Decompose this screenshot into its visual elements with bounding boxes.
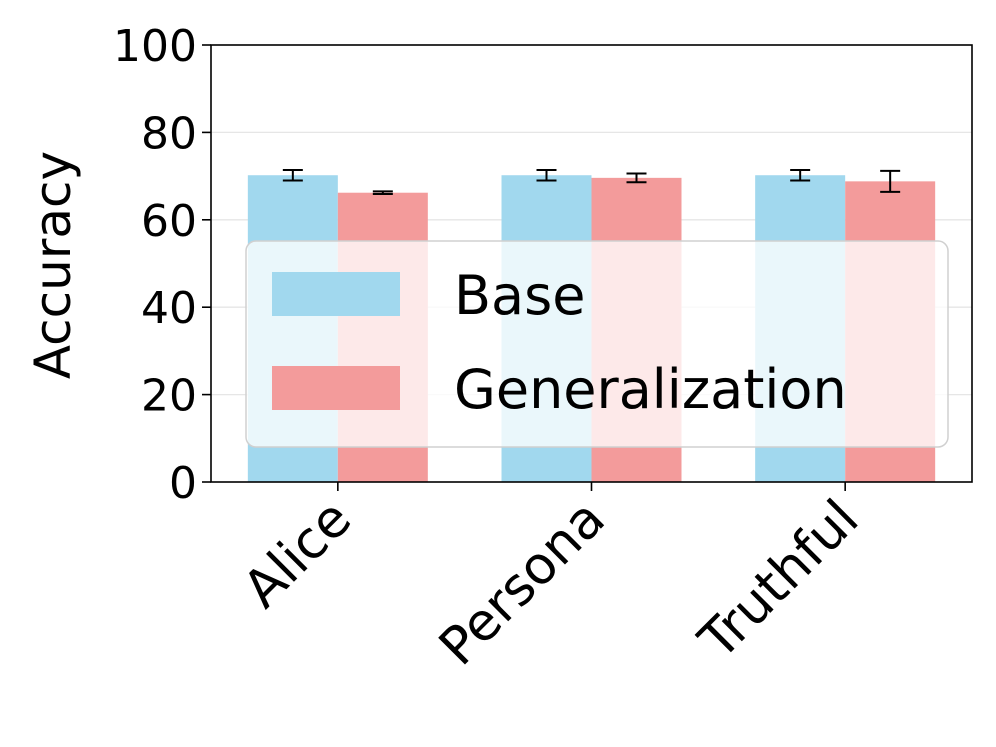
y-tick-label: 60	[141, 196, 197, 247]
legend-label-base: Base	[454, 264, 586, 327]
error-bar	[790, 168, 811, 182]
y-axis-label: Accuracy	[24, 151, 82, 379]
x-axis-ticks: Alice Persona Truthful	[232, 482, 870, 677]
legend-swatch-generalization	[272, 366, 400, 410]
y-tick-label: 20	[141, 371, 197, 422]
y-tick-label: 0	[169, 458, 197, 509]
error-bar	[536, 168, 557, 182]
y-tick-label: 40	[141, 283, 197, 334]
legend: Base Generalization	[245, 240, 949, 448]
error-bar	[372, 190, 393, 196]
error-bar	[880, 169, 901, 193]
error-bars	[282, 168, 901, 196]
x-tick-label-persona: Persona	[428, 489, 617, 678]
error-bar	[282, 168, 303, 182]
x-tick-label-alice: Alice	[232, 489, 363, 620]
error-bar	[626, 172, 647, 184]
y-tick-label: 100	[113, 21, 197, 72]
y-tick-label: 80	[141, 108, 197, 159]
legend-label-generalization: Generalization	[454, 358, 847, 421]
y-axis-ticks: 0 20 40 60 80 100	[113, 21, 211, 509]
legend-swatch-base	[272, 272, 400, 316]
x-tick-label-truthful: Truthful	[688, 489, 871, 672]
legend-box	[245, 240, 949, 448]
